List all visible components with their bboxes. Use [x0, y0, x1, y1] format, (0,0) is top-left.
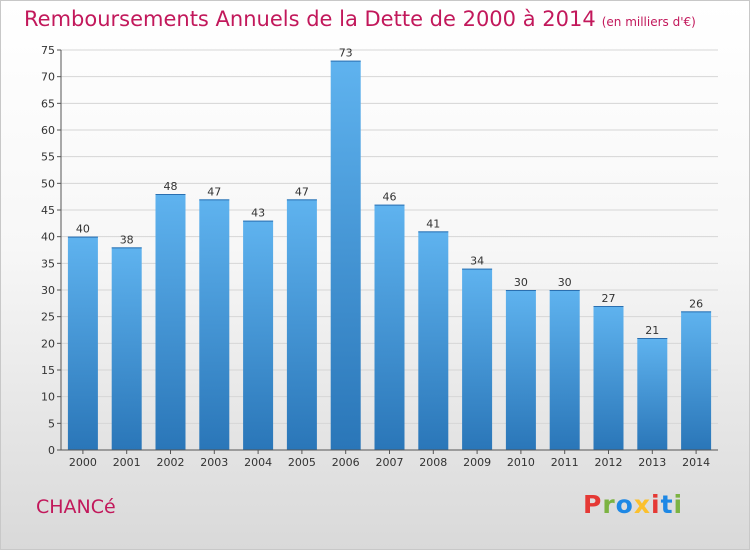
proxiti-logo: Proxiti	[583, 490, 683, 519]
bar	[330, 60, 361, 451]
x-tick-label: 2002	[157, 456, 185, 469]
x-tick-label: 2008	[419, 456, 447, 469]
data-label: 48	[164, 180, 178, 193]
data-label: 47	[295, 185, 309, 198]
bar	[374, 204, 405, 450]
y-tick-label: 25	[41, 311, 55, 324]
bar	[681, 311, 712, 450]
y-tick-label: 15	[41, 364, 55, 377]
x-tick-label: 2011	[551, 456, 579, 469]
bar	[111, 247, 142, 450]
x-tick-label: 2009	[463, 456, 491, 469]
title-unit: (en milliers d'€)	[601, 15, 696, 29]
x-tick-label: 2012	[595, 456, 623, 469]
bar	[637, 338, 668, 450]
logo-letter: o	[615, 490, 634, 519]
bar	[505, 290, 536, 450]
bar	[67, 236, 98, 450]
data-label: 21	[645, 324, 659, 337]
chart-title: Remboursements Annuels de la Dette de 20…	[24, 7, 696, 31]
x-tick-label: 2003	[200, 456, 228, 469]
x-tick-label: 2004	[244, 456, 272, 469]
title-text: Remboursements Annuels de la Dette de 20…	[24, 7, 596, 31]
bar	[286, 199, 317, 450]
y-tick-label: 30	[41, 284, 55, 297]
commune-name: CHANCé	[36, 496, 116, 518]
bar	[199, 199, 230, 450]
y-tick-label: 0	[48, 444, 55, 457]
logo-letter: r	[602, 490, 616, 519]
logo-letter: i	[651, 490, 661, 519]
data-label: 46	[383, 191, 397, 204]
x-tick-label: 2007	[376, 456, 404, 469]
bar	[549, 290, 580, 450]
bar	[593, 306, 624, 450]
x-tick-label: 2006	[332, 456, 360, 469]
data-label: 30	[514, 276, 528, 289]
bar	[418, 231, 449, 450]
y-tick-label: 5	[48, 417, 55, 430]
data-label: 40	[76, 223, 90, 236]
data-label: 73	[339, 47, 353, 60]
bar	[243, 220, 274, 450]
bars: 40 38 48 47 43 47 73 46 41 34 30 30 27 21 26	[67, 47, 712, 451]
y-tick-label: 35	[41, 257, 55, 270]
data-label: 43	[251, 207, 265, 220]
data-label: 38	[120, 233, 134, 246]
y-tick-label: 60	[41, 124, 55, 137]
y-tick-label: 75	[41, 44, 55, 57]
y-tick-label: 70	[41, 71, 55, 84]
data-label: 41	[426, 217, 440, 230]
data-label: 27	[602, 292, 616, 305]
y-tick-label: 40	[41, 231, 55, 244]
data-label: 30	[558, 276, 572, 289]
x-tick-label: 2013	[638, 456, 666, 469]
bar	[155, 194, 186, 450]
bar	[462, 268, 493, 450]
data-label: 34	[470, 255, 484, 268]
data-label: 47	[207, 185, 221, 198]
y-tick-label: 55	[41, 151, 55, 164]
logo-letter: x	[633, 490, 651, 519]
y-tick-label: 65	[41, 97, 55, 110]
y-tick-label: 20	[41, 337, 55, 350]
x-tick-label: 2000	[69, 456, 97, 469]
x-tick-label: 2001	[113, 456, 141, 469]
data-label: 26	[689, 297, 703, 310]
x-tick-label: 2014	[682, 456, 710, 469]
logo-letter: t	[660, 490, 674, 519]
y-tick-label: 45	[41, 204, 55, 217]
x-tick-label: 2005	[288, 456, 316, 469]
y-tick-label: 50	[41, 177, 55, 190]
x-tick-label: 2010	[507, 456, 535, 469]
y-tick-label: 10	[41, 391, 55, 404]
logo-letter: i	[673, 490, 684, 519]
axes: 0 5 10 15 20 25 30 35 40 45 50 55 60 65 70 75 2000 2001 20…	[41, 44, 718, 469]
logo-letter: P	[583, 490, 603, 519]
